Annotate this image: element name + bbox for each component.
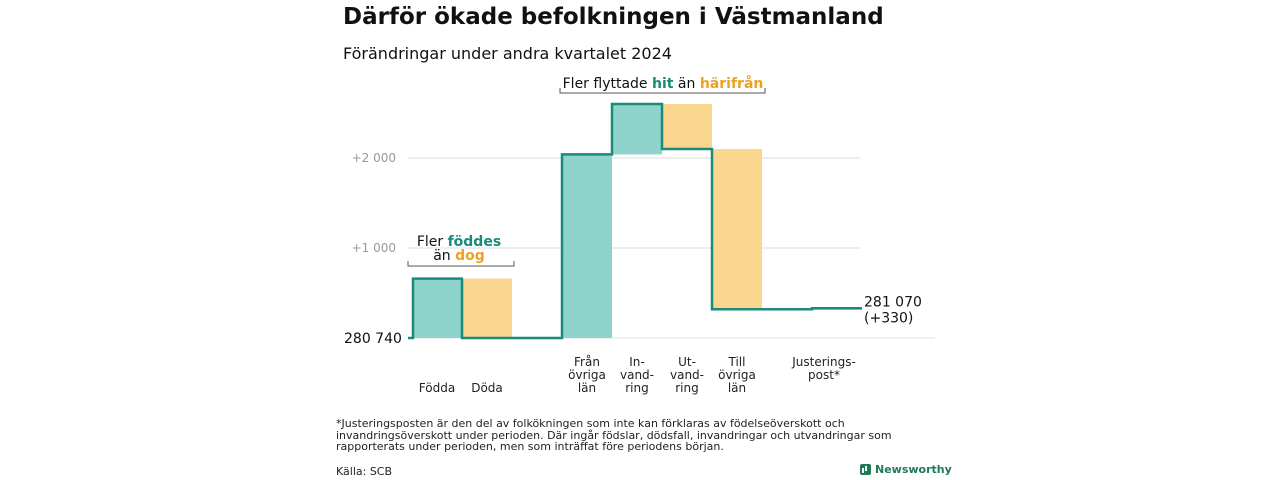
source-note: Källa: SCB (336, 465, 393, 478)
annotation-births: Fler föddes (417, 234, 501, 250)
waterfall-bar (612, 104, 662, 155)
category-label: övriga (568, 368, 606, 382)
annotation-text: än (433, 248, 455, 264)
start-value-label: 280 740 (344, 331, 402, 347)
y-tick-label: +1 000 (352, 241, 396, 255)
logo-text: Newsworthy (875, 463, 952, 476)
category-label: vand- (620, 368, 654, 382)
waterfall-step-line (408, 102, 862, 340)
annotation-text: Fler flyttade (563, 76, 652, 92)
waterfall-bar (712, 149, 762, 310)
category-label: övriga (718, 368, 756, 382)
y-tick-label: +2 000 (352, 151, 396, 165)
category-label: post* (808, 368, 840, 382)
annotation-text: Fler (417, 234, 448, 250)
annotation-text: än (673, 76, 699, 92)
annotation-births-line2: än dog (433, 248, 485, 264)
category-label: Ut- (678, 355, 696, 369)
waterfall-bar (562, 154, 612, 338)
category-label: Till (728, 355, 746, 369)
annotation-bracket (407, 261, 515, 267)
annotation-highlight: härifrån (700, 75, 764, 92)
category-label: In- (629, 355, 644, 369)
annotation-bracket (559, 88, 766, 94)
waterfall-chart: +2 000 +1 000 280 740 281 070(+330) Födda Död… (344, 75, 935, 395)
waterfall-bar (662, 104, 712, 149)
newsworthy-logo: Newsworthy (860, 463, 952, 476)
waterfall-bar (462, 278, 512, 338)
category-label: län (578, 381, 596, 395)
category-label: Döda (471, 381, 503, 395)
footnote: *Justeringsposten är den del av folkökni… (336, 417, 892, 453)
annotation-highlight: dog (455, 248, 485, 264)
annotation-highlight: hit (652, 76, 674, 92)
category-label: ring (625, 381, 649, 395)
end-value-label: 281 070 (864, 294, 922, 310)
category-label: Från (574, 355, 600, 369)
waterfall-bar (413, 278, 463, 338)
end-change-label: (+330) (864, 310, 913, 326)
chart-subtitle: Förändringar under andra kvartalet 2024 (343, 44, 672, 63)
category-label: Födda (419, 381, 455, 395)
annotation-migration: Fler flyttade hit än härifrån (563, 75, 764, 92)
category-label: län (728, 381, 746, 395)
category-label: Justerings- (791, 355, 856, 369)
category-label: ring (675, 381, 699, 395)
chart-title: Därför ökade befolkningen i Västmanland (343, 4, 884, 30)
category-label: vand- (670, 368, 704, 382)
newsworthy-logo-icon (860, 464, 871, 475)
annotation-highlight: föddes (448, 234, 502, 250)
